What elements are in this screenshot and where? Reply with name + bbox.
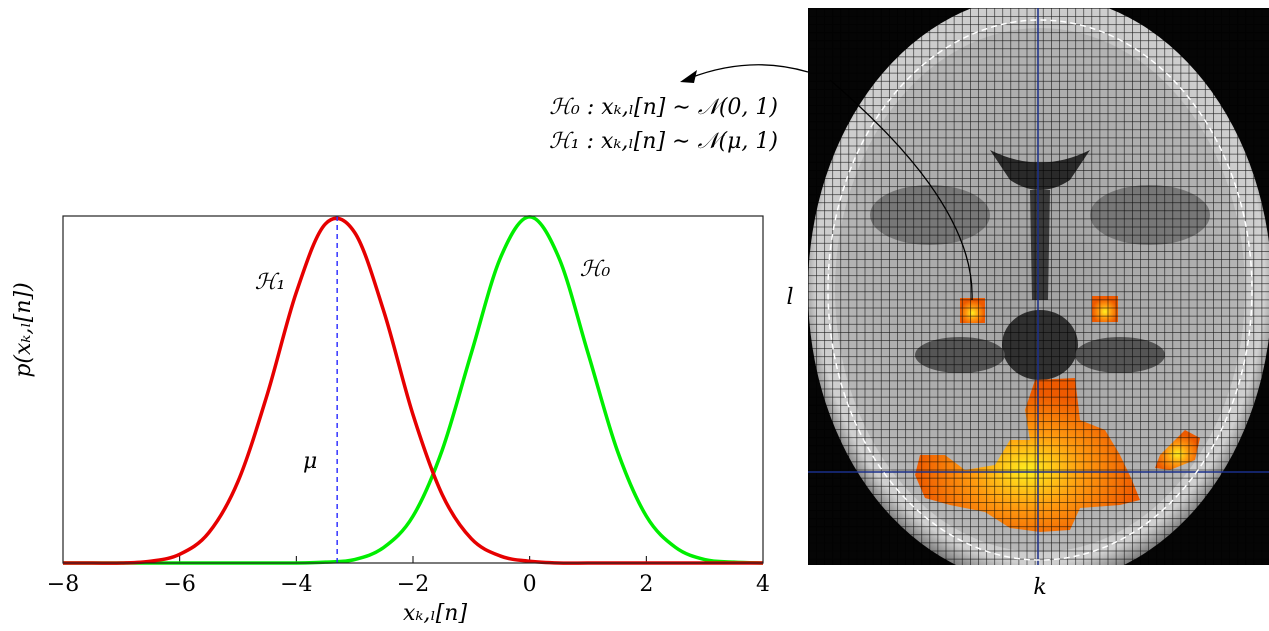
x-tick-label: −4	[280, 572, 312, 597]
page: {"chart_data": {"type": "line", "xlabel"…	[0, 0, 1269, 631]
x-axis-label: xₖ,ₗ[n]	[403, 601, 468, 626]
mu-label: μ	[303, 449, 317, 474]
x-tick-label: 0	[523, 572, 537, 597]
figure: ℋ₀ : xₖ,ₗ[n] ∼ 𝒩(0, 1) ℋ₁ : xₖ,ₗ[n] ∼ 𝒩(…	[0, 0, 1269, 631]
x-tick-label: 4	[756, 572, 770, 597]
plot: −8 −6 −4 −2 0 2 4 μ ℋ₁ ℋ₀	[47, 216, 770, 597]
hypothesis-1: ℋ₁ : xₖ,ₗ[n] ∼ 𝒩(μ, 1)	[549, 129, 778, 154]
arrow	[690, 65, 808, 78]
x-tick-label: 2	[639, 572, 653, 597]
series-label: ℋ₀	[580, 257, 611, 282]
y-axis-label: p(xₖ,ₗ[n])	[11, 282, 36, 377]
l-label: l	[786, 285, 793, 310]
series-label: ℋ₁	[255, 270, 286, 295]
series-line	[63, 218, 763, 563]
x-tick-label: −6	[163, 572, 195, 597]
x-tick-label: −8	[47, 572, 79, 597]
arrow-head	[680, 70, 697, 83]
hypothesis-0: ℋ₀ : xₖ,ₗ[n] ∼ 𝒩(0, 1)	[549, 95, 778, 120]
brain-image	[808, 0, 1269, 585]
x-tick-label: −2	[397, 572, 429, 597]
series-line	[63, 217, 763, 563]
k-label: k	[1033, 575, 1046, 600]
plot-frame	[63, 216, 763, 563]
